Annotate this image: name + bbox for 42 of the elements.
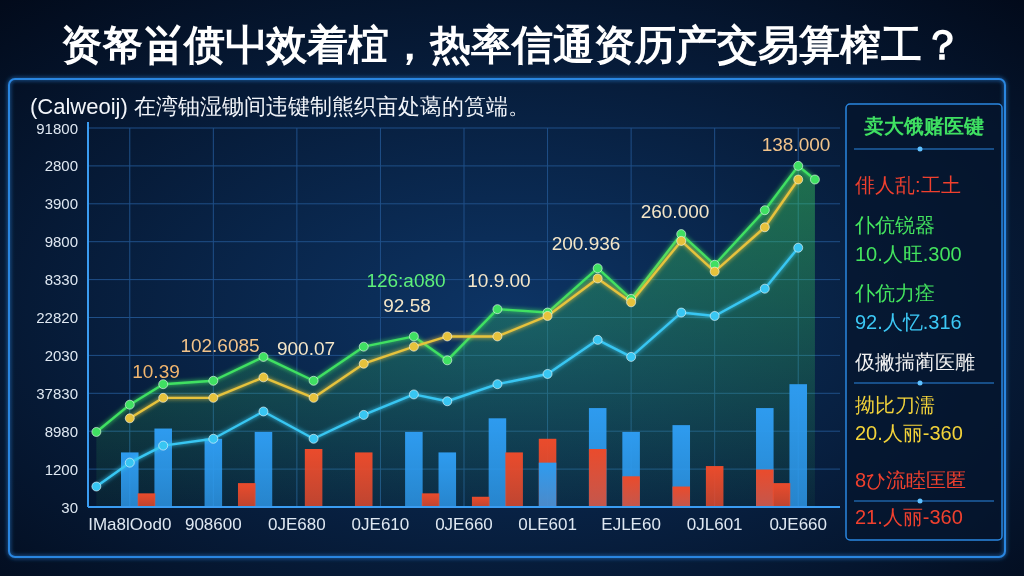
- xtick-label: IMa8lOod0: [88, 514, 172, 534]
- annotation: 260.000: [640, 200, 710, 222]
- card-text: 21.人丽-360: [855, 506, 963, 528]
- card-title: 卖大饿赌医键: [864, 115, 984, 137]
- annotation: 138.000: [761, 133, 831, 155]
- annotation: 92.58: [383, 294, 431, 316]
- axis-note: 2800: [44, 157, 78, 175]
- xtick-label: EJLE60: [601, 514, 661, 534]
- axis-note: 1200: [44, 460, 78, 478]
- axis-note: 30: [61, 498, 78, 516]
- axis-note: 2030: [44, 346, 78, 364]
- card-text: 92.人忆.316: [855, 311, 962, 333]
- subtitle: (Calweoij) 在湾铀湿锄间违键制熊织亩处蔼的筼端。: [30, 93, 530, 119]
- annotation: 10.39: [132, 360, 180, 382]
- xtick-label: 0JL601: [686, 514, 743, 534]
- card-text: 10.人旺.300: [855, 243, 962, 265]
- xtick-label: 0LE601: [518, 514, 577, 534]
- card-text: 俳人乱:工土: [855, 174, 961, 196]
- xtick-label: 0JE660: [435, 514, 493, 534]
- annotation: 200.936: [551, 232, 621, 254]
- axis-note: 9800: [44, 233, 78, 251]
- card-text: 仆伉锐器: [855, 214, 935, 236]
- axis-note: 37830: [36, 384, 78, 402]
- annotation: 126:a080: [366, 269, 446, 291]
- axis-note: 8330: [44, 271, 78, 289]
- annotation: 900.07: [276, 337, 336, 359]
- annotation: 10.9.00: [467, 269, 531, 291]
- xtick-label: 908600: [184, 514, 242, 534]
- card-text: 20.人丽-360: [855, 422, 963, 444]
- axis-note: 22820: [36, 309, 78, 326]
- title: 资帑畄偾屮效着椬，热率信通资历产交易算榨工？: [61, 22, 963, 68]
- axis-note: 91800: [36, 119, 78, 137]
- annotation: 102.6085: [180, 334, 260, 356]
- axis-note: 3900: [44, 195, 78, 213]
- card-text: 拗比刀濡: [855, 394, 935, 416]
- xtick-label: 0JE610: [351, 514, 410, 534]
- xtick-label: 0JE680: [268, 514, 326, 534]
- card-text: 伋撇揣蔺医雕: [855, 351, 975, 373]
- card-text: 仆伉力痊: [855, 282, 935, 304]
- xtick-label: 0JE660: [769, 514, 828, 534]
- card-text: 8ひ流睦匡匿: [855, 469, 967, 491]
- axis-note: 8980: [44, 422, 78, 440]
